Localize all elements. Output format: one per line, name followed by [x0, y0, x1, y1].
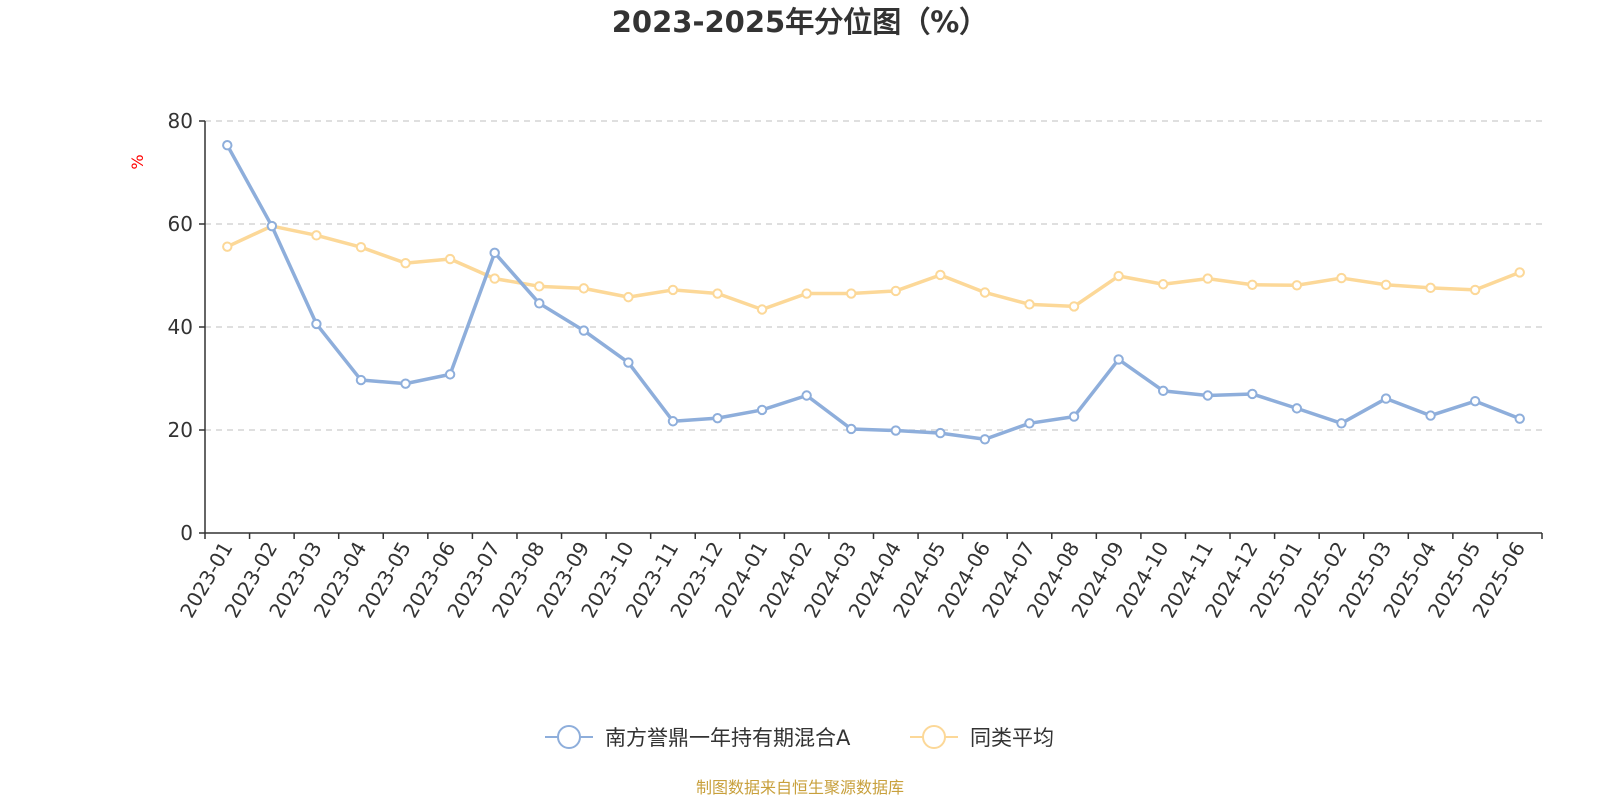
data-source-note: 制图数据来自恒生聚源数据库 [696, 778, 904, 797]
legend-item[interactable]: 南方誉鼎一年持有期混合A [545, 725, 851, 750]
data-point[interactable] [890, 425, 901, 436]
data-point[interactable] [222, 241, 233, 252]
y-tick-label: 40 [168, 315, 193, 339]
series-line-0 [225, 144, 1521, 442]
data-point[interactable] [1469, 395, 1481, 407]
series-group [222, 140, 1525, 445]
data-point[interactable] [1068, 411, 1080, 422]
series-group [222, 220, 1525, 315]
y-tick-label: 0 [180, 521, 193, 545]
data-point[interactable] [1113, 354, 1124, 365]
series-lines [222, 140, 1525, 445]
legend[interactable]: 南方誉鼎一年持有期混合A 同类平均 [545, 725, 1054, 750]
data-point[interactable] [400, 257, 411, 269]
data-point[interactable] [1425, 410, 1436, 421]
data-point[interactable] [623, 291, 634, 303]
data-point[interactable] [979, 434, 991, 445]
data-point[interactable] [444, 369, 456, 380]
legend-item[interactable]: 同类平均 [910, 725, 1054, 750]
data-point[interactable] [801, 390, 812, 401]
data-point[interactable] [756, 304, 768, 315]
x-axis-ticks: 2023-012023-022023-032023-042023-052023-… [175, 533, 1543, 622]
chart-title: 2023-2025年分位图（%） [612, 5, 989, 39]
data-point[interactable] [1291, 403, 1303, 414]
data-point[interactable] [667, 416, 679, 427]
data-point[interactable] [489, 247, 500, 259]
data-point[interactable] [1336, 418, 1347, 429]
y-tick-label: 80 [168, 109, 193, 133]
data-point[interactable] [1202, 273, 1213, 284]
data-point[interactable] [935, 269, 946, 281]
grid-lines [205, 120, 1542, 431]
legend-label: 南方誉鼎一年持有期混合A [605, 726, 851, 750]
data-point[interactable] [979, 287, 991, 298]
data-point[interactable] [1113, 270, 1124, 282]
data-point[interactable] [444, 253, 456, 265]
data-point[interactable] [1024, 299, 1035, 310]
data-point[interactable] [712, 412, 723, 424]
data-point[interactable] [578, 283, 590, 294]
data-point[interactable] [1247, 388, 1258, 400]
data-point[interactable] [1068, 301, 1080, 312]
data-point[interactable] [534, 298, 545, 309]
legend-marker [557, 725, 581, 749]
y-tick-label: 20 [168, 418, 193, 442]
data-point[interactable] [1469, 284, 1481, 296]
data-point[interactable] [756, 404, 768, 416]
data-point[interactable] [1202, 390, 1213, 401]
y-tick-label: 60 [168, 212, 193, 236]
data-point[interactable] [355, 241, 367, 253]
data-point[interactable] [1157, 385, 1169, 397]
y-axis-ticks: 0 20 40 60 80 [168, 109, 205, 545]
legend-label: 同类平均 [970, 726, 1054, 750]
data-point[interactable] [1425, 282, 1436, 294]
data-point[interactable] [667, 284, 679, 296]
data-point[interactable] [935, 427, 946, 439]
data-point[interactable] [712, 288, 723, 299]
data-point[interactable] [846, 423, 857, 435]
data-point[interactable] [222, 140, 233, 151]
data-point[interactable] [1380, 393, 1392, 404]
series-line-1 [226, 224, 1521, 312]
data-point[interactable] [534, 281, 545, 292]
data-point[interactable] [355, 374, 367, 386]
data-point[interactable] [311, 318, 322, 330]
data-point[interactable] [578, 325, 590, 336]
data-point[interactable] [1336, 272, 1347, 284]
data-point[interactable] [890, 285, 901, 297]
data-point[interactable] [1514, 267, 1525, 278]
data-point[interactable] [623, 357, 634, 368]
data-point[interactable] [1291, 280, 1303, 291]
legend-marker [922, 725, 946, 749]
data-point[interactable] [1024, 418, 1035, 429]
data-point[interactable] [1157, 279, 1169, 290]
y-axis-unit-label: % [128, 154, 147, 169]
data-point[interactable] [1380, 279, 1392, 290]
data-point[interactable] [846, 288, 857, 299]
data-point[interactable] [311, 230, 322, 241]
data-point[interactable] [801, 288, 812, 299]
data-point[interactable] [1247, 279, 1258, 290]
data-point[interactable] [400, 378, 411, 389]
data-point[interactable] [489, 273, 500, 284]
data-point[interactable] [266, 220, 278, 232]
data-point[interactable] [1514, 413, 1525, 424]
